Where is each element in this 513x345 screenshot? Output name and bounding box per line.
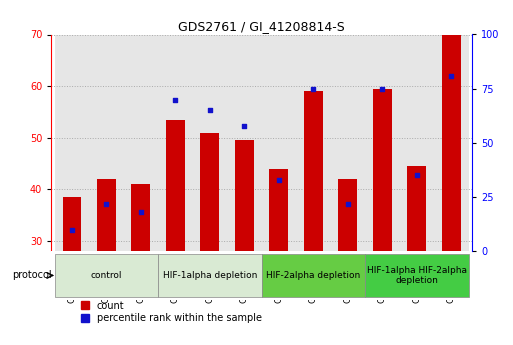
Title: GDS2761 / GI_41208814-S: GDS2761 / GI_41208814-S — [178, 20, 345, 33]
Bar — [365, 254, 468, 297]
Point — [412, 173, 421, 178]
Bar — [304, 91, 323, 252]
Point — [378, 86, 386, 91]
Bar — [89, 34, 124, 252]
Point — [240, 123, 248, 128]
Bar — [262, 254, 365, 297]
Bar — [296, 34, 330, 252]
Bar — [434, 34, 468, 252]
Bar — [201, 132, 220, 252]
Text: HIF-1alpha HIF-2alpha
depletion: HIF-1alpha HIF-2alpha depletion — [367, 266, 467, 285]
Bar — [124, 34, 158, 252]
Bar — [262, 34, 296, 252]
Bar — [365, 34, 400, 252]
Text: HIF-1alpha depletion: HIF-1alpha depletion — [163, 271, 257, 280]
Bar — [193, 34, 227, 252]
Bar — [339, 179, 358, 252]
Bar — [442, 34, 461, 252]
Bar — [227, 34, 262, 252]
Bar — [269, 169, 288, 252]
Bar — [158, 34, 193, 252]
Bar — [330, 34, 365, 252]
Bar — [131, 184, 150, 252]
Bar — [407, 166, 426, 252]
Text: control: control — [91, 271, 122, 280]
Legend: count, percentile rank within the sample: count, percentile rank within the sample — [82, 300, 262, 324]
Point — [206, 108, 214, 113]
Text: HIF-2alpha depletion: HIF-2alpha depletion — [266, 271, 361, 280]
Bar — [55, 34, 89, 252]
Bar — [373, 89, 392, 252]
Bar — [235, 140, 254, 252]
Bar — [166, 120, 185, 252]
Bar — [63, 197, 82, 252]
Point — [309, 86, 318, 91]
Text: protocol: protocol — [12, 270, 52, 280]
Point — [344, 201, 352, 206]
Point — [68, 227, 76, 233]
Point — [171, 97, 180, 102]
Bar — [400, 34, 434, 252]
Point — [103, 201, 111, 206]
Point — [447, 73, 456, 78]
Bar — [55, 254, 158, 297]
Point — [275, 177, 283, 183]
Bar — [97, 179, 116, 252]
Point — [137, 209, 145, 215]
Bar — [158, 254, 262, 297]
